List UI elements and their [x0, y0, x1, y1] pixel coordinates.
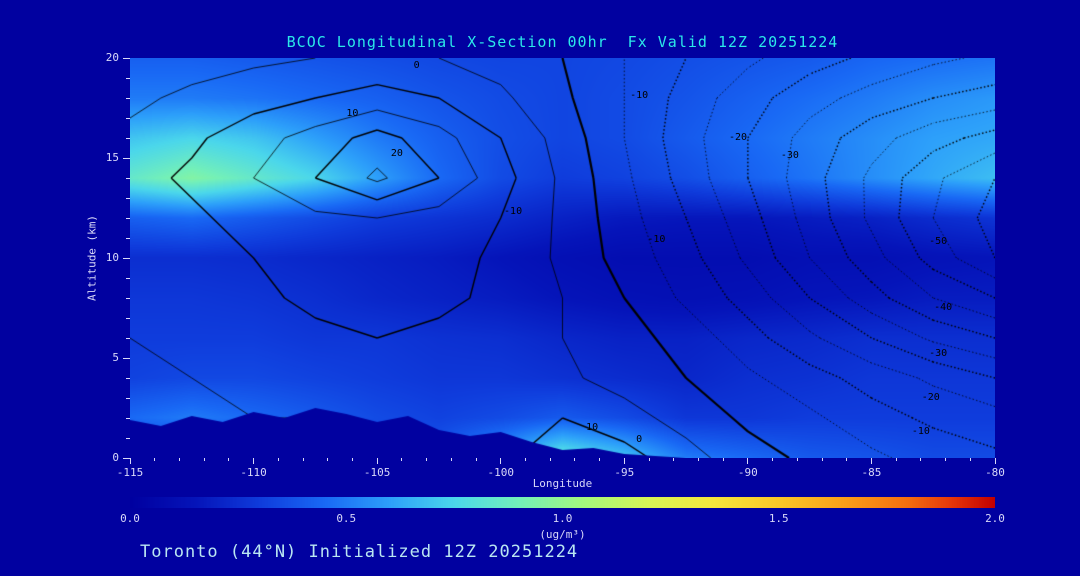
x-tick-label: -115 [116, 466, 144, 479]
y-minor-tick [126, 97, 130, 99]
y-tick-label: 5 [112, 351, 119, 364]
y-tick-label: 15 [105, 151, 119, 164]
x-minor-tick [574, 458, 576, 461]
x-minor-tick [475, 458, 477, 461]
x-minor-tick [228, 458, 230, 461]
y-minor-tick [126, 297, 130, 299]
y-minor-tick [126, 377, 130, 379]
contour-field-canvas [130, 58, 995, 458]
x-tick-label: -80 [985, 466, 1005, 479]
x-minor-tick [796, 458, 798, 461]
x-major-tick [870, 458, 872, 464]
colorbar-units: (ug/m³) [539, 528, 586, 541]
colorbar [130, 497, 995, 508]
y-minor-tick [126, 117, 130, 119]
colorbar-tick-label: 1.5 [768, 512, 789, 525]
y-minor-tick [126, 217, 130, 219]
y-tick-label: 0 [112, 451, 119, 464]
x-minor-tick [969, 458, 971, 461]
y-minor-tick [126, 77, 130, 79]
y-minor-tick [126, 337, 130, 339]
x-minor-tick [351, 458, 353, 461]
y-tick-label: 20 [105, 51, 119, 64]
y-minor-tick [126, 417, 130, 419]
x-tick-label: -85 [861, 466, 882, 479]
run-info: Toronto (44°N) Initialized 12Z 20251224 [140, 542, 579, 562]
y-major-tick [123, 257, 130, 259]
x-minor-tick [722, 458, 724, 461]
x-minor-tick [549, 458, 551, 461]
x-tick-label: -110 [240, 466, 267, 479]
y-minor-tick [126, 237, 130, 239]
x-minor-tick [154, 458, 156, 461]
x-major-tick [253, 458, 255, 464]
x-tick-label: -90 [737, 466, 758, 479]
x-minor-tick [920, 458, 922, 461]
x-major-tick [994, 458, 996, 464]
x-minor-tick [450, 458, 452, 461]
x-minor-tick [302, 458, 304, 461]
x-minor-tick [821, 458, 823, 461]
chart-title: BCOC Longitudinal X-Section 00hr Fx Vali… [286, 33, 839, 51]
x-minor-tick [599, 458, 601, 461]
y-major-tick [123, 57, 130, 59]
y-minor-tick [126, 437, 130, 439]
x-minor-tick [945, 458, 947, 461]
colorbar-tick-label: 2.0 [985, 512, 1005, 525]
y-minor-tick [126, 137, 130, 139]
y-minor-tick [126, 197, 130, 199]
y-minor-tick [126, 397, 130, 399]
colorbar-tick-label: 0.0 [120, 512, 140, 525]
y-tick-label: 10 [105, 251, 119, 264]
x-minor-tick [426, 458, 428, 461]
x-axis-label: Longitude [532, 477, 593, 490]
plot-area: 0 10 20 -10 -10 -20 -30 -10 -50 -40 -30 -20 -10 10 0 [130, 58, 995, 458]
x-tick-label: -100 [487, 466, 514, 479]
x-major-tick [623, 458, 625, 464]
x-minor-tick [401, 458, 403, 461]
x-tick-label: -105 [363, 466, 391, 479]
x-minor-tick [277, 458, 279, 461]
x-minor-tick [178, 458, 180, 461]
y-minor-tick [126, 317, 130, 319]
x-minor-tick [895, 458, 897, 461]
x-minor-tick [648, 458, 650, 461]
x-major-tick [376, 458, 378, 464]
x-major-tick [747, 458, 749, 464]
x-minor-tick [524, 458, 526, 461]
y-major-tick [123, 457, 130, 459]
x-tick-label: -95 [614, 466, 635, 479]
x-major-tick [500, 458, 502, 464]
x-minor-tick [673, 458, 675, 461]
colorbar-tick-label: 0.5 [336, 512, 357, 525]
x-minor-tick [772, 458, 774, 461]
y-minor-tick [126, 277, 130, 279]
x-minor-tick [697, 458, 699, 461]
x-minor-tick [846, 458, 848, 461]
y-major-tick [123, 357, 130, 359]
x-major-tick [129, 458, 131, 464]
colorbar-tick-label: 1.0 [552, 512, 573, 525]
y-minor-tick [126, 177, 130, 179]
y-major-tick [123, 157, 130, 159]
x-minor-tick [203, 458, 205, 461]
x-minor-tick [327, 458, 329, 461]
